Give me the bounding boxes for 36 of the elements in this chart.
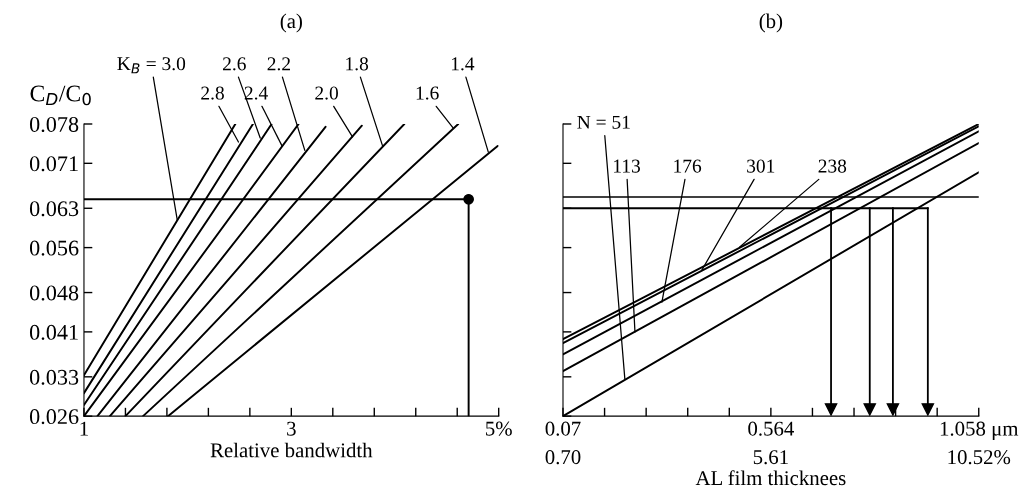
- x2-tick-label: 10.52%: [948, 450, 1011, 465]
- chart-title: (a): [280, 13, 302, 33]
- annotation: 2.2: [267, 57, 290, 71]
- y-tick-label: 0.041: [29, 324, 78, 340]
- x-tick-label: 5%: [486, 421, 512, 436]
- annotation: K$_{B}$ = 3.0: [117, 57, 186, 74]
- annotation: N = 51: [577, 115, 630, 129]
- annotation: 113: [614, 159, 640, 173]
- y-tick-label: 0.026: [29, 409, 79, 425]
- x2-tick-label: 5.61: [753, 450, 788, 465]
- x-axis-title: AL film thicknees: [695, 470, 846, 486]
- annotation: 301: [747, 159, 775, 173]
- annotation: 2.0: [315, 86, 338, 100]
- chart-title: (b): [759, 13, 783, 33]
- x-tick-label: 1.058 μm: [940, 421, 1019, 440]
- x-tick-label: 0.07: [545, 421, 581, 436]
- annotation: 2.8: [201, 86, 224, 100]
- y-tick-label: 0.063: [29, 201, 79, 217]
- y-tick-label: 0.071: [29, 156, 78, 172]
- annotation: 238: [818, 159, 847, 173]
- y-tick-label: 0.033: [29, 369, 79, 385]
- x-axis-title: Relative bandwidth: [210, 442, 373, 458]
- y-tick-label: 0.078: [29, 116, 79, 133]
- x-tick-label: 3: [287, 421, 296, 436]
- x-tick-label: 0.564: [748, 421, 794, 436]
- y-tick-label: 0.056: [29, 240, 79, 256]
- annotation: 1.8: [346, 57, 369, 71]
- y-axis-title: C$_{D}$/C$_{0}$: [30, 85, 91, 106]
- annotation: 176: [674, 159, 702, 173]
- annotation: 2.4: [244, 86, 268, 100]
- x2-tick-label: 0.70: [545, 450, 581, 465]
- annotation: 1.6: [416, 86, 439, 100]
- y-tick-label: 0.048: [29, 285, 79, 301]
- annotation: 2.6: [223, 57, 246, 71]
- annotation: 1.4: [451, 57, 475, 71]
- x-tick-label: 1: [80, 421, 88, 436]
